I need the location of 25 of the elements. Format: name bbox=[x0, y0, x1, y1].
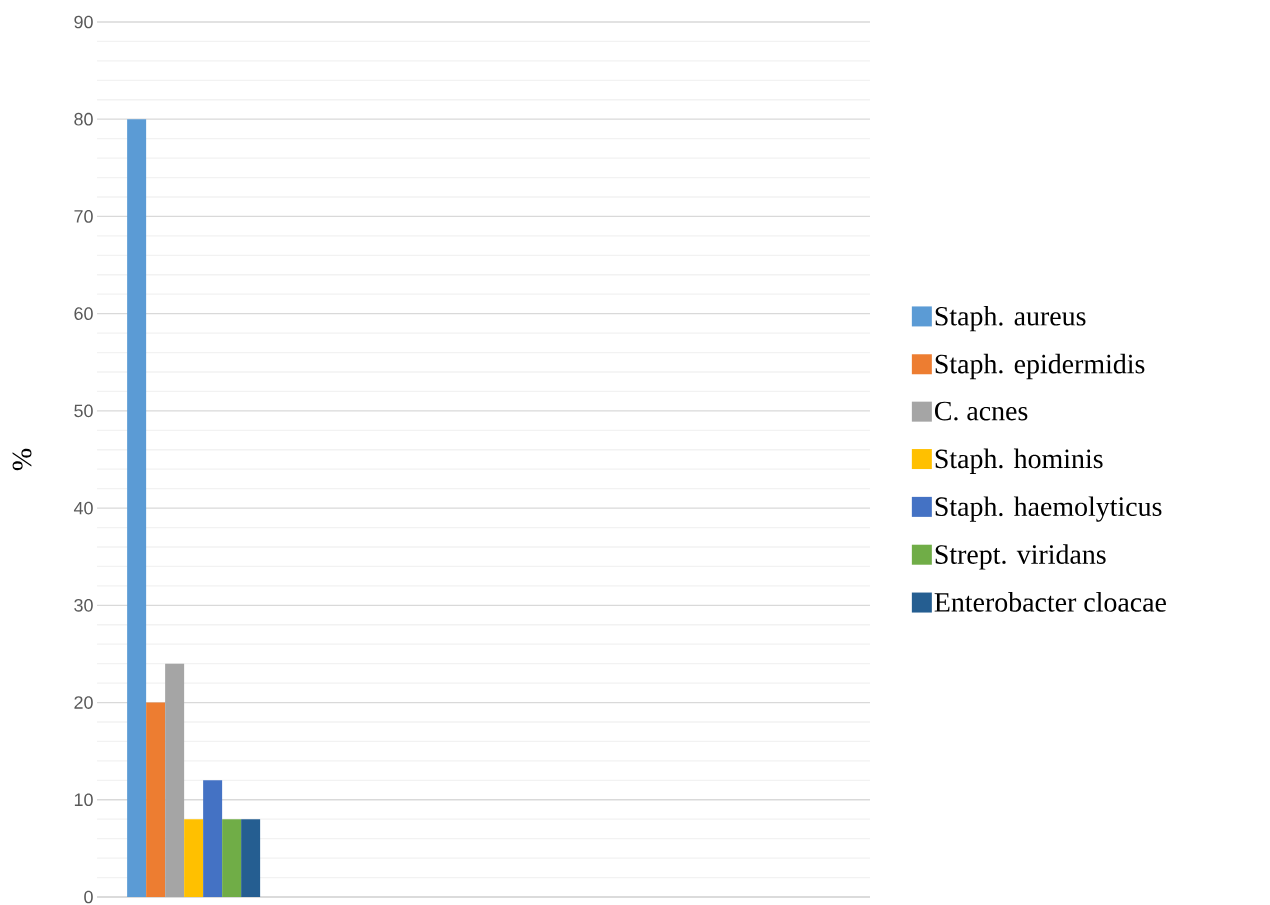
y-tick-label: 90 bbox=[74, 15, 93, 29]
bar bbox=[165, 663, 185, 897]
y-tick-label: 20 bbox=[74, 696, 93, 709]
bar bbox=[127, 119, 147, 897]
bar bbox=[184, 819, 204, 897]
y-tick-label: 60 bbox=[74, 307, 93, 320]
y-tick-label: 30 bbox=[74, 598, 93, 612]
y-tick-label: 40 bbox=[73, 501, 93, 515]
legend-label: Strept. viridans bbox=[935, 544, 1106, 570]
y-tick-label: 0 bbox=[84, 890, 93, 904]
legend-label: Enterobacter cloacae bbox=[934, 592, 1166, 612]
bar bbox=[222, 819, 242, 897]
bar bbox=[203, 780, 223, 897]
bar bbox=[241, 819, 261, 897]
y-tick-label: 10 bbox=[74, 793, 93, 807]
legend-label: Staph. epidermidis bbox=[935, 353, 1145, 380]
legend-label: C. acnes bbox=[934, 401, 1028, 421]
y-axis-title: % bbox=[12, 448, 32, 471]
y-tick-label: 80 bbox=[74, 112, 93, 126]
legend-label: Staph. hominis bbox=[935, 448, 1103, 474]
bar bbox=[146, 702, 166, 897]
y-tick-label: 50 bbox=[74, 404, 93, 418]
legend-label: Staph. haemolyticus bbox=[935, 496, 1162, 522]
legend-label: Staph. aureus bbox=[935, 306, 1086, 332]
y-tick-label: 70 bbox=[74, 210, 93, 223]
